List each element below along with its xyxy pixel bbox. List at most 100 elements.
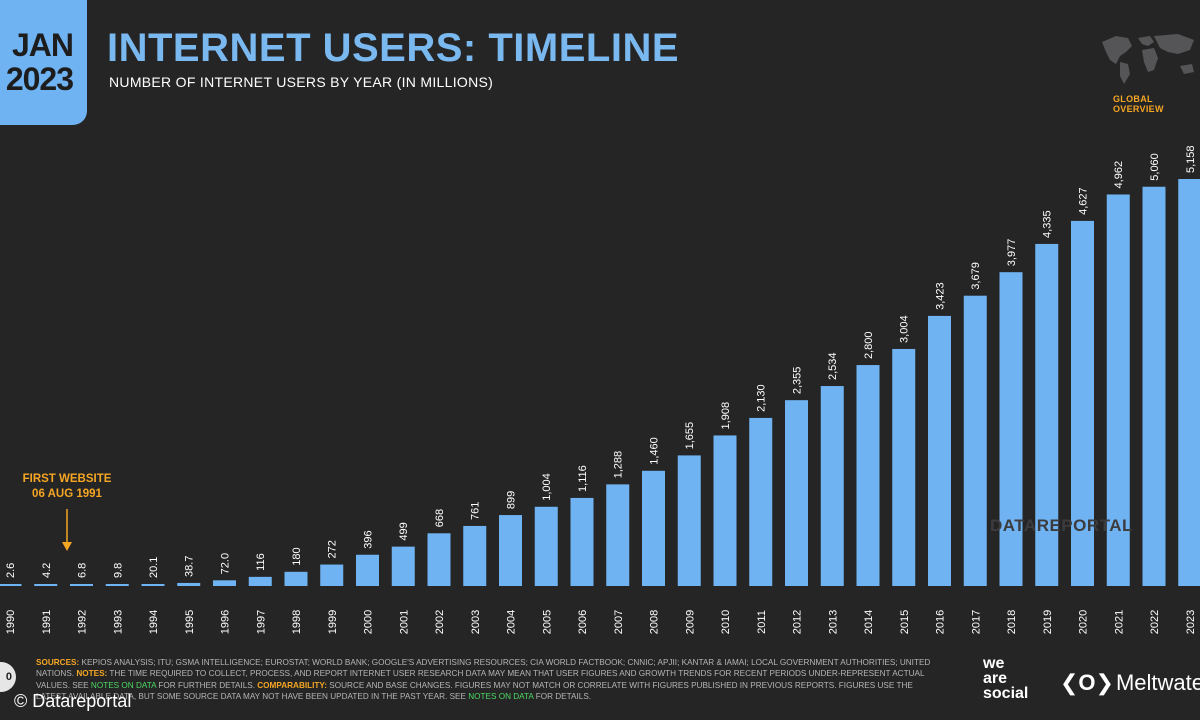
value-label-2012: 2,355 bbox=[792, 367, 804, 395]
bar-1991 bbox=[34, 584, 58, 586]
bar-2000 bbox=[356, 554, 379, 586]
bar-2019 bbox=[1035, 243, 1059, 586]
value-label-2009: 1,655 bbox=[684, 422, 696, 450]
value-label-2011: 2,130 bbox=[756, 384, 768, 412]
bar-1998 bbox=[284, 571, 308, 586]
comparability-notes-link[interactable]: NOTES ON DATA bbox=[468, 691, 534, 701]
value-label-2010: 1,908 bbox=[720, 402, 732, 430]
value-label-1995: 38.7 bbox=[184, 556, 196, 577]
page-number: 0 bbox=[0, 662, 16, 692]
value-label-2001: 499 bbox=[398, 522, 410, 540]
bar-2004 bbox=[499, 515, 522, 586]
x-tick-1995: 1995 bbox=[184, 610, 196, 634]
bar-2014 bbox=[856, 365, 880, 586]
notes-tail: FOR FURTHER DETAILS. bbox=[156, 680, 258, 690]
value-label-2008: 1,460 bbox=[649, 437, 661, 465]
x-tick-2021: 2021 bbox=[1113, 610, 1125, 634]
x-tick-2005: 2005 bbox=[541, 610, 553, 634]
value-label-1994: 20.1 bbox=[148, 557, 160, 578]
first-website-arrow bbox=[62, 509, 72, 551]
bar-2007 bbox=[606, 484, 630, 586]
comparability-text: SOURCE AND BASE CHANGES. FIGURES MAY NOT… bbox=[36, 680, 913, 701]
annotation-line2: 06 AUG 1991 bbox=[32, 488, 102, 500]
bar-1990 bbox=[0, 584, 22, 586]
bar-2020 bbox=[1071, 220, 1094, 586]
value-label-2000: 396 bbox=[363, 530, 375, 548]
value-label-2017: 3,679 bbox=[970, 262, 982, 290]
bar-1999 bbox=[320, 564, 344, 586]
bar-2005 bbox=[534, 506, 558, 586]
value-label-2015: 3,004 bbox=[899, 315, 911, 343]
value-label-2004: 899 bbox=[506, 491, 518, 509]
bar-2023 bbox=[1178, 179, 1200, 586]
datareportal-watermark: DATAREPORTAL bbox=[990, 516, 1133, 535]
value-label-2005: 1,004 bbox=[541, 473, 553, 501]
bar-2021 bbox=[1106, 194, 1130, 586]
bar-2003 bbox=[463, 525, 487, 586]
value-label-2007: 1,288 bbox=[613, 451, 625, 479]
meltwater-logo: ❮O❯Meltwater bbox=[1060, 670, 1200, 696]
meltwater-wordmark: Meltwater bbox=[1115, 670, 1200, 695]
bar-1994 bbox=[141, 584, 165, 586]
x-tick-1999: 1999 bbox=[327, 610, 339, 634]
value-label-2023: 5,158 bbox=[1185, 145, 1197, 173]
sources-label: SOURCES: bbox=[36, 658, 80, 667]
bar-2016 bbox=[928, 315, 951, 586]
value-label-1992: 6.8 bbox=[77, 563, 89, 578]
x-tick-1994: 1994 bbox=[148, 610, 160, 634]
notes-text: THE TIME REQUIRED TO COLLECT, PROCESS, A… bbox=[36, 669, 925, 690]
bar-1992 bbox=[70, 584, 93, 586]
value-label-2016: 3,423 bbox=[935, 282, 947, 310]
x-tick-2010: 2010 bbox=[720, 610, 732, 634]
bar-2015 bbox=[892, 348, 916, 586]
x-tick-1991: 1991 bbox=[41, 610, 53, 634]
value-label-2019: 4,335 bbox=[1042, 210, 1054, 238]
world-map-icon bbox=[1102, 34, 1194, 84]
x-tick-2012: 2012 bbox=[792, 610, 804, 634]
badge-year: 2023 bbox=[5, 61, 74, 97]
bar-1997 bbox=[248, 576, 272, 586]
bar-1996 bbox=[213, 580, 236, 586]
bar-2001 bbox=[391, 546, 415, 586]
x-tick-1992: 1992 bbox=[77, 610, 89, 634]
value-label-1996: 72.0 bbox=[220, 553, 232, 574]
bar-2008 bbox=[642, 470, 665, 586]
x-tick-2006: 2006 bbox=[577, 610, 589, 634]
bar-1993 bbox=[105, 584, 129, 586]
value-label-2021: 4,962 bbox=[1113, 161, 1125, 189]
x-tick-2023: 2023 bbox=[1185, 610, 1197, 634]
x-tick-2018: 2018 bbox=[1006, 610, 1018, 634]
value-label-2013: 2,534 bbox=[827, 353, 839, 381]
bar-1995 bbox=[177, 582, 201, 586]
x-tick-2004: 2004 bbox=[506, 610, 518, 634]
value-label-2014: 2,800 bbox=[863, 332, 875, 360]
comparability-label: COMPARABILITY: bbox=[257, 680, 328, 690]
bar-2009 bbox=[677, 455, 701, 586]
x-tick-2000: 2000 bbox=[363, 610, 375, 634]
bar-2013 bbox=[820, 386, 844, 586]
page-title: INTERNET USERS: TIMELINE bbox=[107, 26, 680, 70]
x-tick-1998: 1998 bbox=[291, 610, 303, 634]
notes-label: NOTES: bbox=[76, 669, 108, 679]
first-website-annotation: FIRST WEBSITE 06 AUG 1991 bbox=[22, 472, 112, 502]
x-tick-1990: 1990 bbox=[5, 610, 17, 634]
notes-on-data-link[interactable]: NOTES ON DATA bbox=[90, 680, 157, 690]
value-label-1993: 9.8 bbox=[112, 563, 124, 578]
x-tick-2008: 2008 bbox=[649, 610, 661, 634]
value-label-2003: 761 bbox=[470, 502, 482, 520]
page-subtitle: NUMBER OF INTERNET USERS BY YEAR (IN MIL… bbox=[109, 74, 494, 90]
section-label: GLOBAL OVERVIEW bbox=[1113, 94, 1164, 114]
badge-month: JAN bbox=[11, 27, 74, 63]
x-tick-2022: 2022 bbox=[1149, 610, 1161, 634]
x-tick-2015: 2015 bbox=[899, 610, 911, 634]
x-tick-1996: 1996 bbox=[220, 610, 232, 634]
bar-2010 bbox=[713, 435, 737, 586]
value-label-2020: 4,627 bbox=[1078, 187, 1090, 215]
copyright: © Datareportal bbox=[14, 691, 132, 711]
x-tick-1993: 1993 bbox=[112, 610, 124, 634]
bar-2002 bbox=[427, 533, 451, 586]
meltwater-icon: ❮O❯ bbox=[1060, 670, 1114, 695]
value-label-1998: 180 bbox=[291, 547, 303, 565]
bar-2006 bbox=[570, 497, 594, 586]
